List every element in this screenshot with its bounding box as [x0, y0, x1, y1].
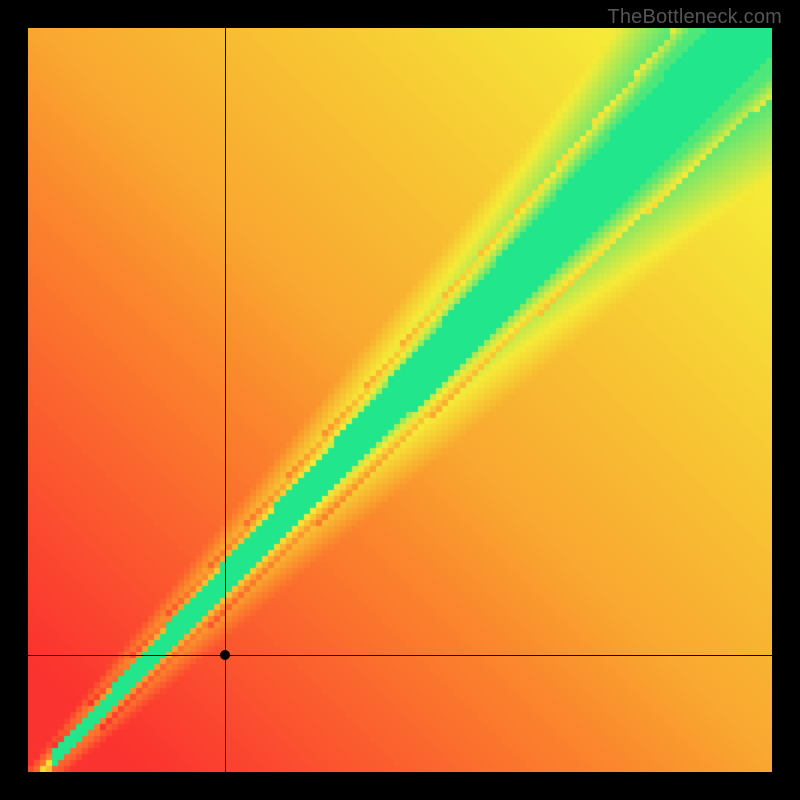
- plot-area: [28, 28, 772, 772]
- heatmap-canvas: [28, 28, 772, 772]
- chart-container: TheBottleneck.com: [0, 0, 800, 800]
- crosshair-horizontal: [28, 655, 772, 656]
- crosshair-vertical: [225, 28, 226, 772]
- watermark-text: TheBottleneck.com: [607, 6, 782, 29]
